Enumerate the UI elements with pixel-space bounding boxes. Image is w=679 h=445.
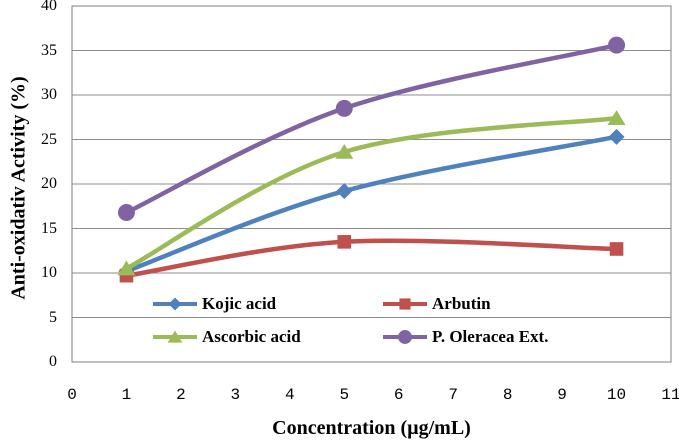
y-tick-label-40: 40: [41, 0, 57, 14]
circle-marker-icon: [383, 330, 427, 344]
x-tick-label-9: 9: [557, 386, 567, 404]
x-tick-label-10: 10: [606, 386, 627, 404]
y-tick-label-15: 15: [41, 219, 57, 237]
y-axis-title: Anti-oxidativ Activity (%): [7, 76, 30, 300]
y-tick-label-5: 5: [49, 308, 57, 326]
y-tick-label-10: 10: [41, 264, 57, 281]
legend-marker-glyph: [398, 330, 412, 344]
series-line-kojic-acid: [124, 134, 619, 274]
x-tick-label-1: 1: [121, 386, 132, 404]
legend-label-p-oleracea-ext: P. Oleracea Ext.: [432, 327, 549, 346]
triangle-marker-icon: [153, 330, 197, 343]
y-tick-label-25: 25: [41, 130, 57, 148]
x-tick-label-6: 6: [393, 386, 404, 404]
legend-label-arbutin: Arbutin: [432, 294, 491, 313]
y-tick-label-30: 30: [41, 86, 57, 103]
y-tick-label-20: 20: [41, 175, 57, 192]
data-point-ascorbic-acid-x5: [335, 143, 354, 159]
data-point-ascorbic-acid-x10: [607, 110, 626, 125]
data-point-kojic-acid-x5: [336, 183, 353, 200]
legend-item-arbutin: Arbutin: [382, 294, 491, 314]
square-marker-icon: [383, 298, 427, 310]
x-tick-label-8: 8: [502, 386, 513, 404]
data-point-p-oleracea-ext-x10: [608, 36, 626, 54]
legend-label-ascorbic-acid: Ascorbic acid: [202, 327, 301, 346]
data-point-ascorbic-acid-x1: [117, 260, 136, 276]
legend-item-p-oleracea-ext: P. Oleracea Ext.: [382, 327, 548, 347]
legend-marker-glyph: [399, 298, 411, 310]
x-tick-label-2: 2: [176, 386, 186, 404]
x-axis-title: Concentration (µg/mL): [272, 417, 471, 439]
legend-item-ascorbic-acid: Ascorbic acid: [152, 327, 301, 347]
y-tick-label-35: 35: [41, 41, 57, 59]
y-tick-label-0: 0: [49, 353, 57, 370]
legend-marker-glyph: [167, 330, 183, 343]
x-tick-label-3: 3: [230, 386, 241, 404]
x-tick-label-4: 4: [285, 386, 295, 404]
series-line-p-oleracea-ext: [124, 42, 619, 215]
plot-border: [71, 5, 672, 363]
legend-item-kojic-acid: Kojic acid: [152, 294, 276, 314]
legend-marker-glyph: [168, 297, 182, 311]
series-line-arbutin: [124, 238, 619, 278]
x-tick-label-0: 0: [67, 386, 77, 404]
x-tick-label-7: 7: [448, 386, 458, 404]
x-tick-label-5: 5: [339, 386, 350, 404]
data-point-p-oleracea-ext-x1: [117, 203, 135, 221]
data-point-arbutin-x5: [337, 235, 352, 249]
x-tick-label-11: 11: [661, 386, 679, 404]
data-point-p-oleracea-ext-x5: [335, 99, 353, 117]
legend-label-kojic-acid: Kojic acid: [202, 294, 277, 313]
data-point-kojic-acid-x10: [608, 128, 625, 145]
diamond-marker-icon: [153, 297, 197, 311]
data-point-arbutin-x10: [609, 242, 624, 256]
